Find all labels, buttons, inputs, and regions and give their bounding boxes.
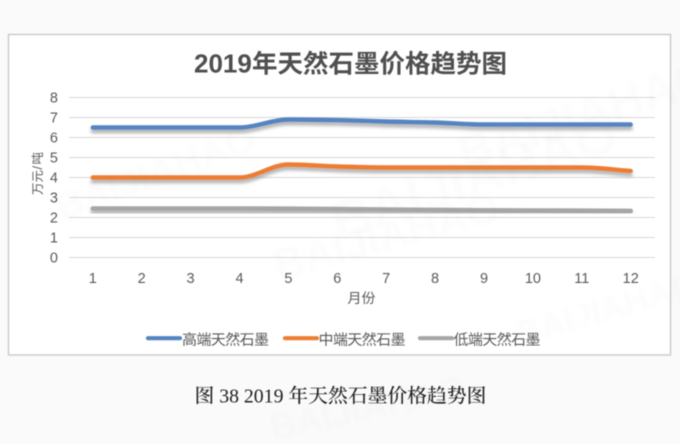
svg-text:1: 1 [50, 231, 58, 247]
svg-text:4: 4 [235, 271, 243, 287]
svg-text:12: 12 [623, 271, 639, 287]
svg-text:3: 3 [50, 191, 58, 207]
svg-text:4: 4 [50, 171, 58, 187]
svg-text:11: 11 [574, 271, 589, 287]
svg-text:2: 2 [50, 211, 58, 227]
svg-text:0: 0 [50, 251, 58, 267]
svg-text:/: / [31, 166, 45, 170]
svg-text:38: 38 [219, 386, 239, 408]
svg-text:9: 9 [480, 271, 488, 287]
svg-text:2019: 2019 [244, 386, 284, 408]
svg-text:8: 8 [50, 91, 58, 107]
svg-text:5: 5 [50, 151, 58, 167]
svg-text:6: 6 [333, 271, 341, 287]
svg-text:10: 10 [525, 271, 541, 287]
svg-text:8: 8 [431, 271, 439, 287]
svg-text:2019: 2019 [194, 49, 252, 79]
svg-text:2: 2 [138, 271, 146, 287]
svg-text:3: 3 [187, 271, 195, 287]
svg-text:6: 6 [50, 131, 58, 147]
svg-text:7: 7 [50, 111, 58, 127]
svg-text:5: 5 [284, 271, 292, 287]
svg-text:1: 1 [89, 271, 97, 287]
svg-text:7: 7 [382, 271, 390, 287]
